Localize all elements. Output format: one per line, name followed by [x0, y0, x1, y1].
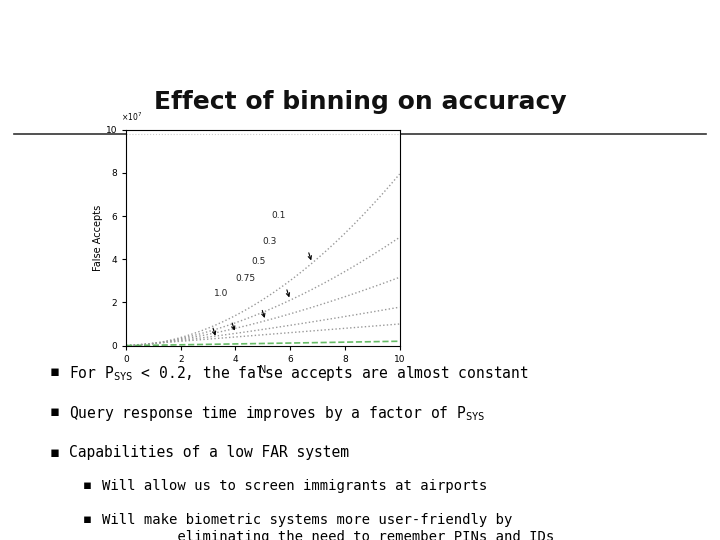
Text: 0.75: 0.75 [235, 274, 256, 283]
Text: 0.3: 0.3 [263, 237, 277, 246]
Text: ▪: ▪ [83, 514, 91, 526]
Text: Will make biometric systems more user-friendly by
         eliminating the need : Will make biometric systems more user-fr… [102, 514, 554, 540]
Text: 1.0: 1.0 [214, 289, 228, 298]
Text: ▪: ▪ [83, 479, 91, 492]
Text: Capabilities of a low FAR system: Capabilities of a low FAR system [69, 444, 349, 460]
Text: Query response time improves by a factor of P$_{\mathregular{SYS}}$: Query response time improves by a factor… [69, 404, 486, 423]
X-axis label: N: N [259, 365, 266, 375]
Y-axis label: False Accepts: False Accepts [93, 205, 103, 271]
Text: ▪: ▪ [50, 364, 60, 379]
Text: 0.1: 0.1 [271, 211, 285, 220]
Text: Center for Unified Biometrics and Sensors: Center for Unified Biometrics and Sensor… [73, 18, 369, 31]
Text: ▪: ▪ [50, 444, 60, 460]
Text: For P$_{\mathregular{SYS}}$ < 0.2, the false accepts are almost constant: For P$_{\mathregular{SYS}}$ < 0.2, the f… [69, 364, 529, 383]
Text: ▪: ▪ [50, 404, 60, 419]
Text: UB: UB [22, 26, 53, 44]
Text: University at Buffalo  The State University of New York: University at Buffalo The State Universi… [73, 52, 319, 60]
Text: 0.5: 0.5 [252, 256, 266, 266]
Text: Will allow us to screen immigrants at airports: Will allow us to screen immigrants at ai… [102, 479, 487, 493]
Text: $\times 10^7$: $\times 10^7$ [120, 111, 142, 123]
Text: Effect of binning on accuracy: Effect of binning on accuracy [153, 90, 567, 114]
